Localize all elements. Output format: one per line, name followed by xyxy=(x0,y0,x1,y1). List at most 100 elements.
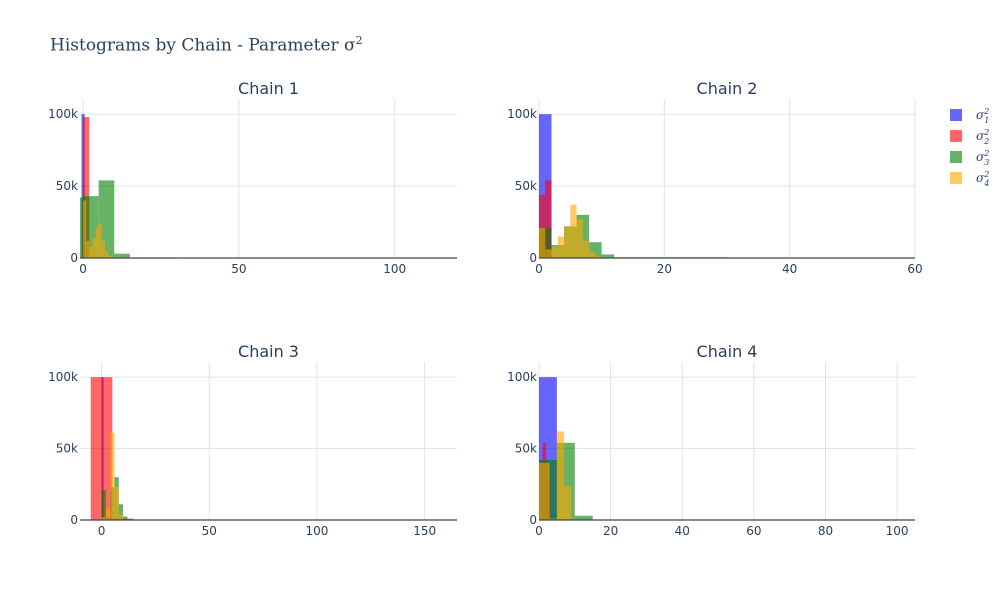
legend-label: σ2 2 xyxy=(976,128,989,146)
histogram-bar xyxy=(601,254,615,258)
histogram-bar xyxy=(90,377,113,520)
x-tick-label: 0 xyxy=(535,262,543,276)
series-4 xyxy=(101,432,124,520)
x-tick-label: 0 xyxy=(79,262,87,276)
y-tick-label: 100k xyxy=(507,370,537,384)
x-tick-label: 0 xyxy=(535,524,543,538)
histogram-bar xyxy=(83,200,87,258)
histogram-bar xyxy=(545,249,552,258)
histogram-bar xyxy=(110,432,115,520)
subplot-1: 0 50 100 0 50k 100k Chain 1 xyxy=(48,79,457,276)
x-tick-label: 100 xyxy=(306,524,329,538)
histogram-bar xyxy=(101,490,106,520)
legend-swatch xyxy=(950,172,962,184)
x-tick-label: 80 xyxy=(818,524,833,538)
legend[interactable]: σ2 1 σ2 2 σ2 3 σ2 4 xyxy=(950,107,989,188)
histogram-bar xyxy=(86,240,90,258)
y-tick-label: 100k xyxy=(48,370,78,384)
histogram-bar xyxy=(89,246,93,258)
histogram-bar xyxy=(101,517,106,520)
y-tick-label: 100k xyxy=(507,107,537,121)
histogram-bar xyxy=(595,256,602,258)
legend-swatch xyxy=(950,109,962,121)
y-tick-label: 50k xyxy=(515,442,537,456)
histogram-bar xyxy=(564,485,572,520)
x-tick-label: 20 xyxy=(603,524,618,538)
histogram-bar xyxy=(556,431,565,520)
histogram-bar xyxy=(104,250,109,258)
y-tick-label: 0 xyxy=(70,513,78,527)
subplot-title: Chain 1 xyxy=(238,79,299,98)
histogram-bar xyxy=(101,240,105,258)
histogram-bar xyxy=(539,194,546,258)
x-tick-label: 0 xyxy=(98,524,106,538)
legend-label: σ2 4 xyxy=(976,170,989,188)
subplot-title: Chain 4 xyxy=(697,342,758,361)
histogram-bar xyxy=(114,487,119,520)
legend-item[interactable]: σ2 1 xyxy=(950,107,989,125)
subplot-2: 0 20 40 60 0 50k 100k Chain 2 xyxy=(507,79,923,276)
y-tick-label: 0 xyxy=(70,251,78,265)
x-tick-label: 40 xyxy=(675,524,690,538)
figure-title: Histograms by Chain - Parameter σ2 xyxy=(50,34,363,56)
histogram-bar xyxy=(98,180,115,258)
legend-item[interactable]: σ2 2 xyxy=(950,128,989,146)
histogram-bar xyxy=(582,240,590,258)
legend-swatch xyxy=(950,130,962,142)
legend-label: σ2 1 xyxy=(976,107,989,125)
histogram-bar xyxy=(118,514,124,520)
histogram-bar xyxy=(576,219,583,258)
histogram-bar xyxy=(80,197,84,258)
y-tick-label: 50k xyxy=(56,442,78,456)
histogram-bar xyxy=(98,223,102,258)
y-tick-label: 50k xyxy=(56,179,78,193)
histogram-bar xyxy=(118,504,124,520)
histogram-bar xyxy=(557,236,565,258)
legend-item[interactable]: σ2 3 xyxy=(950,149,989,167)
series-2 xyxy=(83,117,90,258)
x-tick-label: 40 xyxy=(782,262,797,276)
histogram-bar xyxy=(564,226,571,258)
histogram-bar xyxy=(92,237,96,258)
series-4 xyxy=(539,431,572,520)
legend-item[interactable]: σ2 4 xyxy=(950,170,989,188)
figure-title-superscript: 2 xyxy=(355,34,363,47)
histogram-bar xyxy=(545,180,552,258)
x-tick-label: 100 xyxy=(383,262,406,276)
histogram-bar xyxy=(570,204,577,258)
subplot-title: Chain 2 xyxy=(697,79,758,98)
histogram-bar xyxy=(95,227,99,258)
histogram-bar xyxy=(105,508,111,520)
x-tick-label: 20 xyxy=(657,262,672,276)
x-tick-label: 60 xyxy=(907,262,922,276)
histogram-bar xyxy=(123,516,128,520)
y-tick-label: 0 xyxy=(529,513,537,527)
histogram-bar xyxy=(114,253,130,258)
subplot-4: 0 20 40 60 80 100 0 50k 100k Chain 4 xyxy=(507,342,915,538)
histogram-bar xyxy=(539,462,550,520)
legend-label: σ2 3 xyxy=(976,149,989,167)
figure-title-text: Histograms by Chain - Parameter σ xyxy=(50,35,356,56)
series-2 xyxy=(539,180,552,258)
histogram-bar xyxy=(108,255,112,258)
histogram-bar xyxy=(589,252,596,258)
subplot-3: 0 50 100 150 0 50k 100k Chain 3 xyxy=(48,342,457,538)
histogram-bar xyxy=(539,227,546,258)
subplot-title: Chain 3 xyxy=(238,342,299,361)
series-4 xyxy=(539,204,602,258)
x-tick-label: 100 xyxy=(886,524,909,538)
legend-swatch xyxy=(950,151,962,163)
y-tick-label: 100k xyxy=(48,107,78,121)
x-tick-label: 50 xyxy=(202,524,217,538)
series-4 xyxy=(83,200,112,258)
histogram-bar xyxy=(551,246,558,258)
x-tick-label: 50 xyxy=(231,262,246,276)
histogram-bar xyxy=(83,117,90,258)
histogram-bar xyxy=(549,518,557,520)
x-tick-label: 150 xyxy=(413,524,436,538)
y-tick-label: 0 xyxy=(529,251,537,265)
histogram-bar xyxy=(574,515,593,520)
x-tick-label: 60 xyxy=(746,524,761,538)
